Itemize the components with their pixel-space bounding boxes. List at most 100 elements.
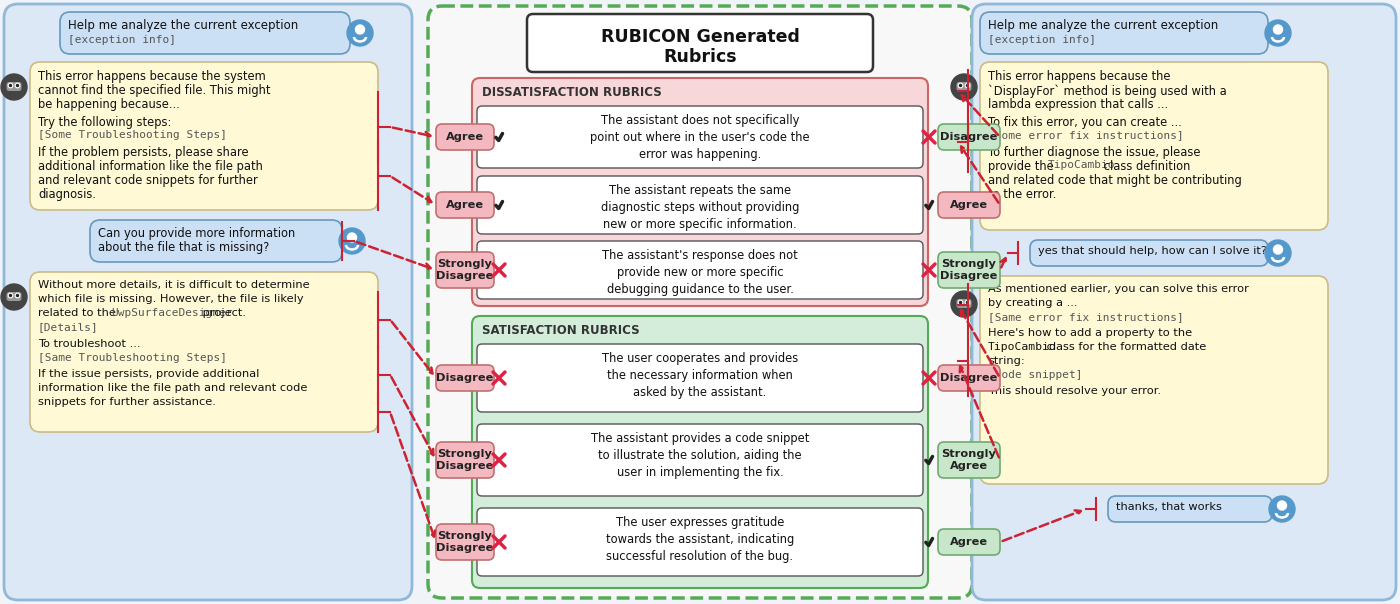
Text: The assistant's response does not
provide new or more specific
debugging guidanc: The assistant's response does not provid… [602, 249, 798, 296]
FancyBboxPatch shape [956, 299, 972, 308]
Circle shape [17, 295, 18, 297]
Text: Help me analyze the current exception: Help me analyze the current exception [988, 19, 1218, 32]
FancyBboxPatch shape [435, 524, 494, 560]
FancyBboxPatch shape [938, 192, 1000, 218]
Circle shape [1, 284, 27, 310]
Text: To further diagnose the issue, please: To further diagnose the issue, please [988, 146, 1201, 159]
Circle shape [1274, 245, 1282, 254]
Text: Strongly
Disagree: Strongly Disagree [437, 531, 494, 553]
Text: related to the: related to the [38, 308, 119, 318]
Text: provide the: provide the [988, 160, 1057, 173]
Text: [Some Troubleshooting Steps]: [Some Troubleshooting Steps] [38, 130, 227, 140]
Text: yes that should help, how can I solve it?: yes that should help, how can I solve it… [1037, 246, 1267, 256]
Text: information like the file path and relevant code: information like the file path and relev… [38, 383, 308, 393]
FancyBboxPatch shape [477, 176, 923, 234]
Text: TipoCambio: TipoCambio [1049, 160, 1116, 170]
Text: Strongly
Disagree: Strongly Disagree [437, 259, 494, 281]
FancyBboxPatch shape [4, 4, 412, 600]
Text: [Details]: [Details] [38, 322, 99, 332]
Text: be happening because...: be happening because... [38, 98, 179, 111]
Text: snippets for further assistance.: snippets for further assistance. [38, 397, 216, 407]
Text: project.: project. [199, 308, 246, 318]
FancyBboxPatch shape [435, 442, 494, 478]
Text: by creating a ...: by creating a ... [988, 298, 1078, 308]
Text: [Some error fix instructions]: [Some error fix instructions] [988, 130, 1184, 140]
Circle shape [959, 301, 962, 303]
FancyBboxPatch shape [938, 365, 1000, 391]
Circle shape [347, 20, 372, 46]
Text: If the issue persists, provide additional: If the issue persists, provide additiona… [38, 369, 259, 379]
FancyBboxPatch shape [938, 442, 1000, 478]
Circle shape [958, 83, 963, 88]
FancyBboxPatch shape [435, 124, 494, 150]
Circle shape [1274, 25, 1282, 34]
Text: The assistant provides a code snippet
to illustrate the solution, aiding the
use: The assistant provides a code snippet to… [591, 432, 809, 479]
Circle shape [1277, 501, 1287, 510]
Circle shape [10, 295, 11, 297]
Text: RUBICON Generated: RUBICON Generated [601, 28, 799, 46]
Circle shape [15, 294, 20, 298]
Text: [exception info]: [exception info] [988, 35, 1096, 45]
Text: [Code snippet]: [Code snippet] [988, 370, 1082, 380]
FancyBboxPatch shape [29, 272, 378, 432]
Text: additional information like the file path: additional information like the file pat… [38, 160, 263, 173]
Text: and related code that might be contributing: and related code that might be contribut… [988, 174, 1242, 187]
Circle shape [966, 300, 970, 304]
Text: The user expresses gratitude
towards the assistant, indicating
successful resolu: The user expresses gratitude towards the… [606, 516, 794, 563]
Circle shape [959, 85, 962, 86]
FancyBboxPatch shape [956, 82, 972, 91]
Text: class for the formatted date: class for the formatted date [1043, 342, 1207, 352]
Circle shape [15, 83, 20, 88]
Circle shape [951, 291, 977, 317]
Text: Agree: Agree [447, 132, 484, 142]
FancyBboxPatch shape [938, 124, 1000, 150]
Text: about the file that is missing?: about the file that is missing? [98, 241, 269, 254]
FancyBboxPatch shape [472, 78, 928, 306]
Circle shape [966, 85, 969, 86]
FancyBboxPatch shape [477, 241, 923, 299]
Circle shape [951, 74, 977, 100]
Text: Strongly
Disagree: Strongly Disagree [941, 259, 998, 281]
FancyBboxPatch shape [980, 62, 1329, 230]
Text: thanks, that works: thanks, that works [1116, 502, 1222, 512]
Text: diagnosis.: diagnosis. [38, 188, 97, 201]
Circle shape [17, 85, 18, 86]
FancyBboxPatch shape [938, 252, 1000, 288]
Text: Disagree: Disagree [437, 373, 494, 383]
FancyBboxPatch shape [477, 424, 923, 496]
Text: Rubrics: Rubrics [664, 48, 736, 66]
Text: Disagree: Disagree [941, 373, 998, 383]
FancyBboxPatch shape [29, 62, 378, 210]
FancyBboxPatch shape [7, 292, 21, 301]
Circle shape [8, 83, 13, 88]
Text: Help me analyze the current exception: Help me analyze the current exception [69, 19, 298, 32]
Text: Without more details, it is difficult to determine: Without more details, it is difficult to… [38, 280, 309, 290]
Text: SATISFACTION RUBRICS: SATISFACTION RUBRICS [482, 324, 640, 337]
FancyBboxPatch shape [428, 6, 972, 598]
Text: [exception info]: [exception info] [69, 35, 176, 45]
Circle shape [966, 83, 970, 88]
Circle shape [10, 85, 11, 86]
Text: The user cooperates and provides
the necessary information when
asked by the ass: The user cooperates and provides the nec… [602, 352, 798, 399]
FancyBboxPatch shape [972, 4, 1396, 600]
Circle shape [958, 300, 963, 304]
Text: Here's how to add a property to the: Here's how to add a property to the [988, 328, 1193, 338]
Text: This error happens because the system: This error happens because the system [38, 70, 266, 83]
Circle shape [356, 25, 364, 34]
Text: lambda expression that calls ...: lambda expression that calls ... [988, 98, 1168, 111]
Text: to the error.: to the error. [988, 188, 1057, 201]
FancyBboxPatch shape [938, 529, 1000, 555]
Text: string:: string: [988, 356, 1025, 366]
FancyBboxPatch shape [526, 14, 874, 72]
FancyBboxPatch shape [477, 344, 923, 412]
Text: Can you provide more information: Can you provide more information [98, 227, 295, 240]
Text: [Same Troubleshooting Steps]: [Same Troubleshooting Steps] [38, 353, 227, 363]
Text: cannot find the specified file. This might: cannot find the specified file. This mig… [38, 84, 270, 97]
Circle shape [339, 228, 365, 254]
FancyBboxPatch shape [980, 276, 1329, 484]
FancyBboxPatch shape [980, 12, 1268, 54]
Text: Strongly
Disagree: Strongly Disagree [437, 449, 494, 471]
Text: DISSATISFACTION RUBRICS: DISSATISFACTION RUBRICS [482, 86, 662, 99]
Text: Strongly
Agree: Strongly Agree [942, 449, 997, 471]
Circle shape [8, 294, 13, 298]
